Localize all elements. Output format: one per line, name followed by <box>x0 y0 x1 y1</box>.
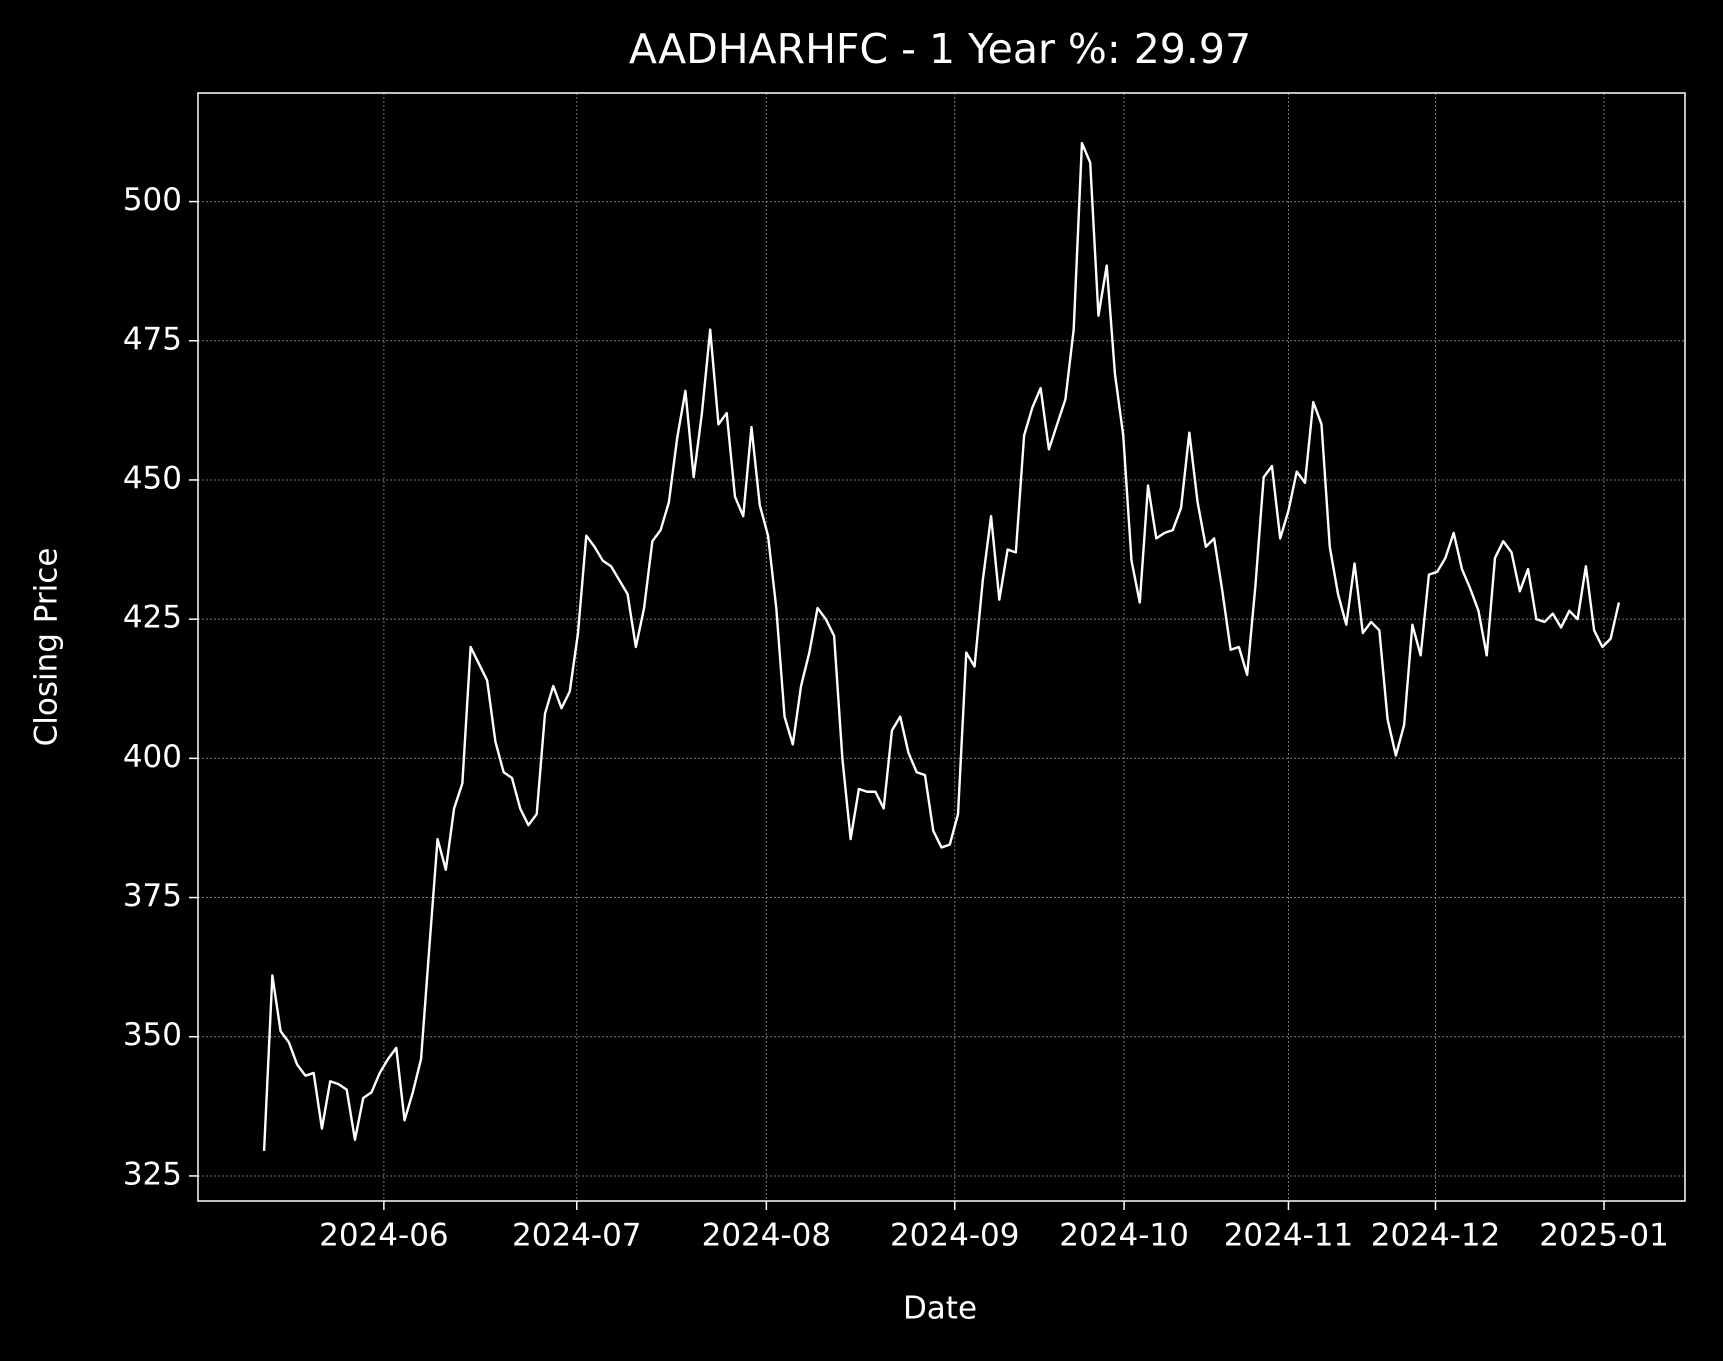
y-tick-label: 325 <box>123 1156 182 1192</box>
x-tick-label: 2024-06 <box>319 1218 449 1254</box>
x-tick-label: 2024-10 <box>1059 1218 1189 1254</box>
y-tick-label: 350 <box>123 1017 182 1053</box>
y-tick-label: 500 <box>123 182 182 218</box>
plot-frame <box>197 92 1686 1202</box>
chart-title: AADHARHFC - 1 Year %: 29.97 <box>629 25 1251 73</box>
x-tick-label: 2024-11 <box>1224 1218 1354 1254</box>
x-tick-label: 2024-12 <box>1371 1218 1501 1254</box>
x-tick-label: 2025-01 <box>1539 1218 1669 1254</box>
x-axis-label: Date <box>903 1291 977 1327</box>
y-tick-label: 425 <box>123 600 182 636</box>
y-tick-label: 400 <box>123 739 182 775</box>
price-line <box>262 141 1621 1151</box>
x-tick-label: 2024-07 <box>512 1218 642 1254</box>
y-tick-label: 475 <box>123 321 182 357</box>
y-tick-label: 450 <box>123 460 182 496</box>
y-axis-label: Closing Price <box>29 548 65 747</box>
y-tick-label: 375 <box>123 878 182 914</box>
x-tick-label: 2024-08 <box>702 1218 832 1254</box>
x-tick-label: 2024-09 <box>890 1218 1020 1254</box>
